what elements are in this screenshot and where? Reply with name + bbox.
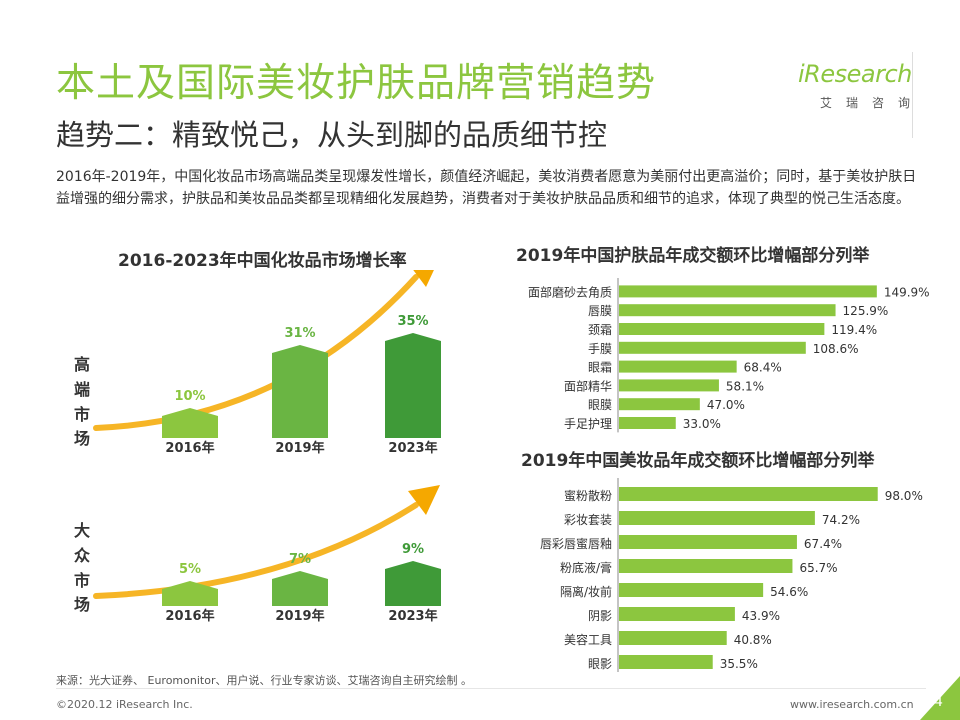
bar-value-label: 9% <box>402 542 424 557</box>
category-label: 颈霜 <box>588 323 612 337</box>
category-label: 手足护理 <box>564 417 612 431</box>
category-label: 蜜粉散粉 <box>564 488 612 503</box>
makeup-bar <box>619 511 815 525</box>
category-label: 唇彩唇蜜唇釉 <box>540 536 612 551</box>
category-label: 彩妆套装 <box>564 513 612 527</box>
bar-value-label: 43.9% <box>742 609 780 623</box>
bar-value-label: 119.4% <box>831 323 877 337</box>
bar-value-label: 35.5% <box>720 657 758 671</box>
source-note: 来源：光大证券、 Euromonitor、用户说、行业专家访谈、艾瑞咨询自主研究… <box>56 674 472 687</box>
series-name-char: 场 <box>74 595 90 614</box>
category-label: 眼霜 <box>588 361 612 375</box>
category-label: 眼影 <box>588 657 612 671</box>
category-label: 眼膜 <box>588 398 612 412</box>
series-name-char: 众 <box>74 546 91 565</box>
bar-value-label: 98.0% <box>885 489 923 503</box>
intro-paragraph: 2016年-2019年，中国化妆品市场高端品类呈现爆发性增长，颜值经济崛起，美妆… <box>56 169 917 207</box>
bar-value-label: 7% <box>289 552 311 567</box>
category-label: 美容工具 <box>564 632 612 647</box>
bar-value-label: 5% <box>179 562 201 577</box>
growth-chart-title: 2016-2023年中国化妆品市场增长率 <box>118 251 407 271</box>
page-corner-shape <box>920 676 960 720</box>
bar-1-0 <box>162 581 218 606</box>
trend-arrow-line <box>93 274 419 431</box>
category-label: 面部精华 <box>564 378 612 393</box>
category-label: 隔离/妆前 <box>560 584 612 599</box>
bar-value-label: 33.0% <box>683 417 721 431</box>
makeup-bar <box>619 559 793 573</box>
skincare-bar <box>619 323 825 335</box>
trend-arrow-head <box>408 485 440 515</box>
series-name-char: 市 <box>74 571 90 590</box>
page-number: 4 <box>934 694 943 710</box>
category-label: 阴影 <box>588 609 612 623</box>
bar-value-label: 149.9% <box>884 285 930 299</box>
bar-0-2 <box>385 333 441 438</box>
series-name-char: 端 <box>74 380 90 399</box>
bar-value-label: 58.1% <box>726 379 764 393</box>
category-label: 2019年 <box>275 608 324 624</box>
category-label: 2016年 <box>165 608 214 624</box>
bar-value-label: 125.9% <box>843 304 889 318</box>
copyright: ©2020.12 iResearch Inc. <box>56 698 193 711</box>
skincare-chart-title: 2019年中国护肤品年成交额环比增幅部分列举 <box>516 246 870 266</box>
bar-value-label: 68.4% <box>744 361 782 375</box>
skincare-bar-chart: 面部磨砂去角质 149.9% 唇膜 125.9% 颈霜 119.4% 手膜 108.6% 眼霜 6… <box>528 278 930 433</box>
series-name-char: 高 <box>74 355 90 374</box>
bar-value-label: 35% <box>397 314 428 329</box>
skincare-bar <box>619 398 700 411</box>
skincare-bar <box>619 285 877 298</box>
page-title: 本土及国际美妆护肤品牌营销趋势 <box>56 61 657 106</box>
category-label: 2023年 <box>388 440 437 456</box>
bar-value-label: 67.4% <box>804 537 842 551</box>
bar-value-label: 31% <box>284 326 315 341</box>
skincare-bar <box>619 379 719 392</box>
makeup-bar <box>619 655 713 669</box>
trend-arrow-head <box>413 270 434 287</box>
trend-arrow-line <box>93 502 419 599</box>
category-label: 粉底液/膏 <box>560 560 612 575</box>
makeup-chart-title: 2019年中国美妆品年成交额环比增幅部分列举 <box>521 451 875 471</box>
category-label: 2019年 <box>275 440 324 456</box>
skincare-bar <box>619 417 676 429</box>
skincare-bar <box>619 360 737 373</box>
bar-value-label: 65.7% <box>799 561 837 575</box>
category-label: 手膜 <box>588 342 612 356</box>
skincare-bar <box>619 304 836 317</box>
bar-1-1 <box>272 571 328 606</box>
bar-value-label: 54.6% <box>770 585 808 599</box>
makeup-bar <box>619 487 878 501</box>
makeup-bar <box>619 607 735 621</box>
bar-value-label: 10% <box>174 389 205 404</box>
bar-value-label: 74.2% <box>822 513 860 527</box>
makeup-bar <box>619 583 764 597</box>
website: www.iresearch.com.cn <box>790 698 914 711</box>
logo-chinese: 艾瑞咨询 <box>820 96 925 110</box>
category-label: 2023年 <box>388 608 437 624</box>
makeup-bar <box>619 631 727 645</box>
market-growth-chart: 高端市场10%2016年31%2019年35%2023年大众市场5%2016年7… <box>74 270 441 624</box>
page-subtitle: 趋势二：精致悦己，从头到脚的品质细节控 <box>56 118 608 152</box>
logo-wordmark: iResearch <box>798 60 912 88</box>
series-name-char: 大 <box>74 521 90 540</box>
bar-value-label: 40.8% <box>734 633 772 647</box>
bar-0-1 <box>272 345 328 438</box>
category-label: 2016年 <box>165 440 214 456</box>
bar-0-0 <box>162 408 218 438</box>
bar-value-label: 47.0% <box>707 398 745 412</box>
category-label: 面部磨砂去角质 <box>528 284 612 299</box>
series-name-char: 市 <box>74 405 90 424</box>
iresearch-logo: iResearch 艾瑞咨询 <box>792 52 914 142</box>
category-label: 唇膜 <box>588 304 612 318</box>
makeup-bar <box>619 535 797 549</box>
bar-1-2 <box>385 561 441 606</box>
makeup-bar-chart: 蜜粉散粉 98.0% 彩妆套装 74.2% 唇彩唇蜜唇釉 67.4% 粉底液/膏 65.7% 隔… <box>540 478 923 672</box>
series-name-char: 场 <box>74 429 90 448</box>
skincare-bar <box>619 341 806 354</box>
footer-divider <box>56 688 926 689</box>
bar-value-label: 108.6% <box>813 342 859 356</box>
